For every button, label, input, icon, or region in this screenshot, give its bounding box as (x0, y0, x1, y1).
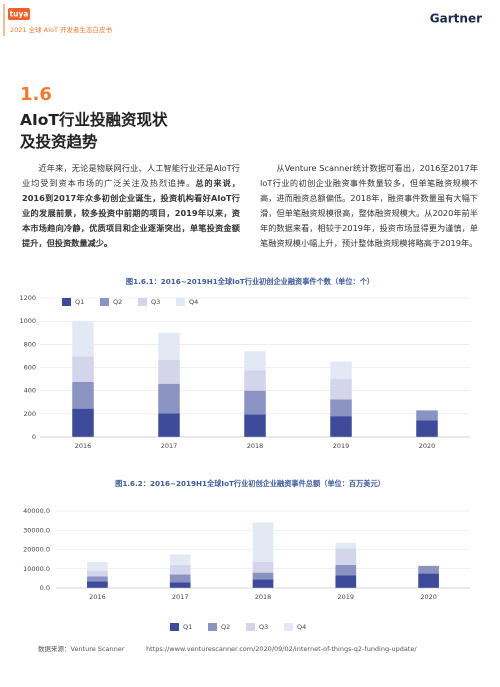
bar-segment (335, 548, 357, 565)
bar-segment (72, 408, 94, 437)
legend-label: Q1 (75, 298, 84, 306)
header-subtitle: 2021 全球 AIoT 开发者生态白皮书 (10, 25, 113, 34)
logo: tuya (10, 10, 29, 19)
legend-swatch (100, 298, 109, 306)
legend-label: Q4 (189, 298, 198, 306)
legend-label: Q2 (221, 623, 230, 631)
bar-segment (87, 570, 108, 577)
bar-segment (335, 564, 357, 576)
bar-segment (252, 562, 274, 573)
bar-segment (169, 574, 191, 583)
x-tick-label: 2016 (75, 442, 92, 450)
y-tick-label: 600 (24, 364, 36, 372)
logo-box (8, 8, 30, 20)
x-tick-label: 2017 (172, 593, 189, 601)
legend-swatch (62, 298, 71, 306)
bar-segment (335, 575, 357, 588)
bar-segment (330, 416, 352, 437)
bar-segment (72, 321, 94, 357)
text-run: 从Venture Scanner统计数据可看出，2016至2017年IoT行业的… (260, 163, 478, 248)
y-tick-label: 400 (24, 387, 36, 395)
x-tick-label: 2017 (161, 442, 178, 450)
x-tick-label: 2018 (255, 593, 272, 601)
bar-segment (244, 370, 266, 391)
x-tick-label: 2020 (420, 593, 437, 601)
x-tick-label: 2019 (338, 593, 355, 601)
y-tick-label: 10000.0 (23, 565, 50, 573)
paragraph: 近年来，无论是物联网行业、人工智能行业还是AIoT行业均受到资本市场的广泛关注及… (22, 161, 240, 251)
x-tick-label: 2018 (247, 442, 264, 450)
section-number: 1.6 (20, 84, 52, 105)
legend-swatch (170, 623, 179, 631)
bar-segment (169, 582, 191, 588)
y-tick-label: 30000.0 (23, 526, 50, 534)
legend-label: Q3 (259, 623, 268, 631)
y-tick-label: 20000.0 (23, 546, 50, 554)
y-tick-label: 200 (24, 410, 36, 418)
section-title: AIoT行业投融资现状 (20, 111, 168, 129)
bar-segment (416, 410, 438, 421)
y-tick-label: 0.0 (40, 584, 50, 592)
chart-title: 图1.6.2：2016~2019H1全球IoT行业初创企业融资事件总额（单位：百… (115, 479, 385, 488)
bar-segment (330, 361, 352, 380)
bar-segment (158, 413, 180, 437)
legend-label: Q2 (113, 298, 122, 306)
y-tick-label: 1000 (19, 317, 36, 325)
bar-segment (72, 356, 94, 382)
legend-swatch (246, 623, 255, 631)
bar-segment (252, 522, 274, 563)
x-tick-label: 2019 (333, 442, 350, 450)
bar-segment (252, 579, 274, 588)
bar-segment (169, 554, 191, 565)
bar-segment (169, 564, 191, 575)
bar-segment (87, 581, 108, 588)
legend-label: Q3 (151, 298, 160, 306)
chart-title: 图1.6.1：2016~2019H1全球IoT行业初创企业融资事件个数（单位：个… (126, 277, 374, 286)
bar-segment (416, 420, 438, 437)
y-tick-label: 40000.0 (23, 507, 50, 515)
bar-segment (72, 381, 94, 409)
text-run: 近年来，无论是物联网行业、人工智能行业还是AIoT行业均受到资本市场的广泛关注及… (22, 163, 240, 188)
legend-swatch (138, 298, 147, 306)
bar-segment (158, 359, 180, 384)
bar-segment (158, 332, 180, 360)
bar-segment (158, 383, 180, 414)
text-run: 总的来说，2016到2017年众多初创企业诞生，投资机构看好AIoT行业的发展前… (22, 178, 240, 248)
x-tick-label: 2016 (89, 593, 106, 601)
bar-segment (330, 379, 352, 400)
brand: Gartner (430, 12, 482, 26)
bar-segment (252, 572, 274, 580)
y-tick-label: 0 (32, 433, 36, 441)
bar-segment (330, 399, 352, 417)
legend-swatch (208, 623, 217, 631)
y-tick-label: 1200 (19, 294, 36, 302)
bar-segment (335, 542, 357, 549)
bar-segment (418, 573, 439, 588)
source-url: https://www.venturescanner.com/2020/09/0… (146, 645, 417, 653)
bar-segment (244, 390, 266, 415)
legend-swatch (176, 298, 185, 306)
section-title: 及投资趋势 (20, 133, 98, 151)
legend-swatch (284, 623, 293, 631)
bar-segment (87, 562, 108, 571)
bar-segment (418, 565, 439, 574)
bar-segment (244, 414, 266, 437)
y-tick-label: 800 (24, 340, 36, 348)
legend-label: Q4 (297, 623, 306, 631)
paragraph: 从Venture Scanner统计数据可看出，2016至2017年IoT行业的… (260, 161, 478, 251)
legend-label: Q1 (183, 623, 192, 631)
source-label: 数据来源：Venture Scanner (38, 644, 125, 653)
bar-segment (87, 576, 108, 582)
bar-segment (244, 351, 266, 371)
x-tick-label: 2020 (419, 442, 436, 450)
